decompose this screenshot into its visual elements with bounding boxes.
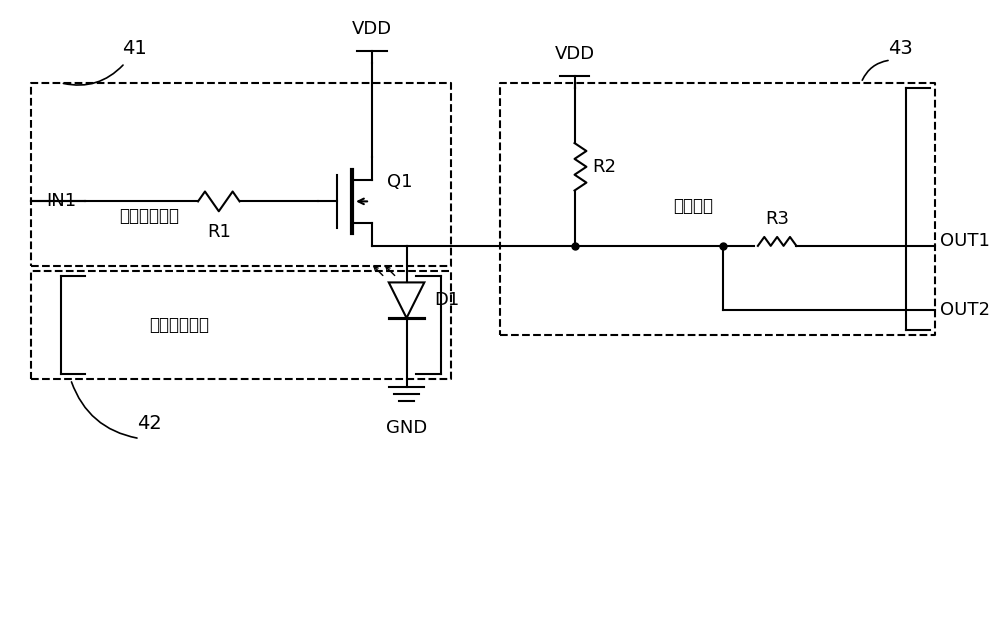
Text: 41: 41	[122, 39, 147, 58]
Text: VDD: VDD	[554, 45, 595, 63]
Text: 学习触发单元: 学习触发单元	[120, 207, 180, 225]
Text: GND: GND	[386, 419, 427, 437]
Text: IN1: IN1	[46, 192, 76, 210]
Text: 红外接收单元: 红外接收单元	[149, 316, 209, 334]
Text: OUT1: OUT1	[940, 232, 990, 250]
Text: R3: R3	[765, 210, 789, 228]
Text: OUT2: OUT2	[940, 301, 990, 319]
Text: D1: D1	[434, 291, 459, 309]
Text: 43: 43	[888, 39, 913, 58]
Text: VDD: VDD	[352, 20, 392, 38]
Text: R1: R1	[207, 223, 231, 241]
Text: 输出单元: 输出单元	[673, 197, 713, 215]
Text: 42: 42	[137, 414, 162, 433]
Text: Q1: Q1	[387, 173, 412, 190]
Text: R2: R2	[592, 157, 616, 176]
